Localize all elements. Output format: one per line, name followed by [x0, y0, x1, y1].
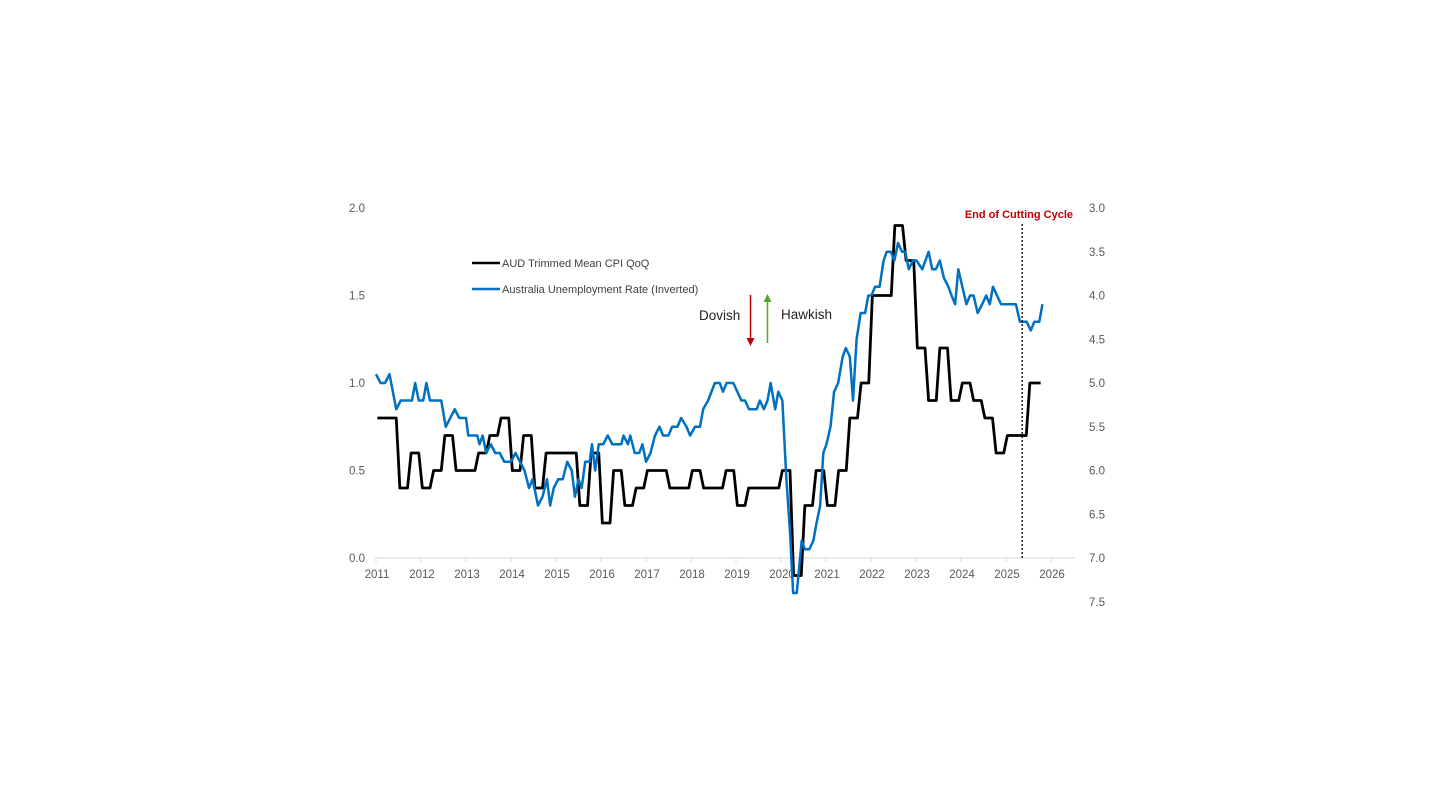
x-tick-label: 2016 [589, 569, 615, 581]
hawkish-arrow-icon [763, 294, 772, 343]
y-left-tick-label: 1.0 [349, 378, 365, 390]
y-right-tick-label: 3.0 [1089, 203, 1105, 215]
y-right-tick-label: 7.0 [1089, 553, 1105, 565]
x-tick-label: 2024 [949, 569, 975, 581]
legend-label-unemployment: Australia Unemployment Rate (Inverted) [502, 284, 698, 296]
y-right-tick-label: 6.0 [1089, 466, 1105, 478]
x-tick-label: 2013 [454, 569, 480, 581]
tick-labels: 2011 2012 2013 2014 2015 2016 2017 2018 2019 2020… [349, 203, 1105, 609]
y-right-tick-label: 5.5 [1089, 422, 1105, 434]
y-right-tick-label: 7.5 [1089, 597, 1105, 609]
y-left-tick-label: 0.5 [349, 466, 365, 478]
legend-item-cpi: AUD Trimmed Mean CPI QoQ [472, 258, 650, 270]
legend: AUD Trimmed Mean CPI QoQ Australia Unemp… [472, 258, 698, 296]
x-tick-label: 2026 [1039, 569, 1065, 581]
dovish-label: Dovish [699, 308, 740, 323]
x-tick-label: 2021 [814, 569, 840, 581]
y-right-tick-label: 4.0 [1089, 291, 1105, 303]
unemployment-series-line [374, 241, 1044, 595]
dovish-arrow-icon [746, 295, 755, 346]
end-of-cutting-cycle-label: End of Cutting Cycle [965, 209, 1073, 221]
y-right-tick-label: 4.5 [1089, 334, 1105, 346]
x-tick-label: 2014 [499, 569, 525, 581]
x-tick-label: 2025 [994, 569, 1020, 581]
x-tick-label: 2020 [769, 569, 795, 581]
annotations: End of Cutting Cycle Dovish Hawkish [699, 209, 1073, 558]
y-left-tick-label: 0.0 [349, 553, 365, 565]
y-right-tick-label: 6.5 [1089, 509, 1105, 521]
x-tick-label: 2018 [679, 569, 705, 581]
cpi-series-line [377, 224, 1041, 577]
x-tick-label: 2023 [904, 569, 930, 581]
x-tick-label: 2015 [544, 569, 570, 581]
legend-item-unemployment: Australia Unemployment Rate (Inverted) [472, 284, 698, 296]
x-tick-label: 2022 [859, 569, 885, 581]
x-tick-label: 2011 [365, 569, 390, 581]
series-lines [374, 224, 1044, 595]
x-tick-label: 2012 [409, 569, 435, 581]
y-left-tick-label: 1.5 [349, 291, 365, 303]
y-right-tick-label: 3.5 [1089, 247, 1105, 259]
legend-label-cpi: AUD Trimmed Mean CPI QoQ [502, 258, 650, 270]
x-tick-label: 2019 [724, 569, 750, 581]
y-left-tick-label: 2.0 [349, 203, 365, 215]
y-right-tick-label: 5.0 [1089, 378, 1105, 390]
hawkish-label: Hawkish [781, 307, 832, 322]
x-tick-label: 2017 [634, 569, 660, 581]
